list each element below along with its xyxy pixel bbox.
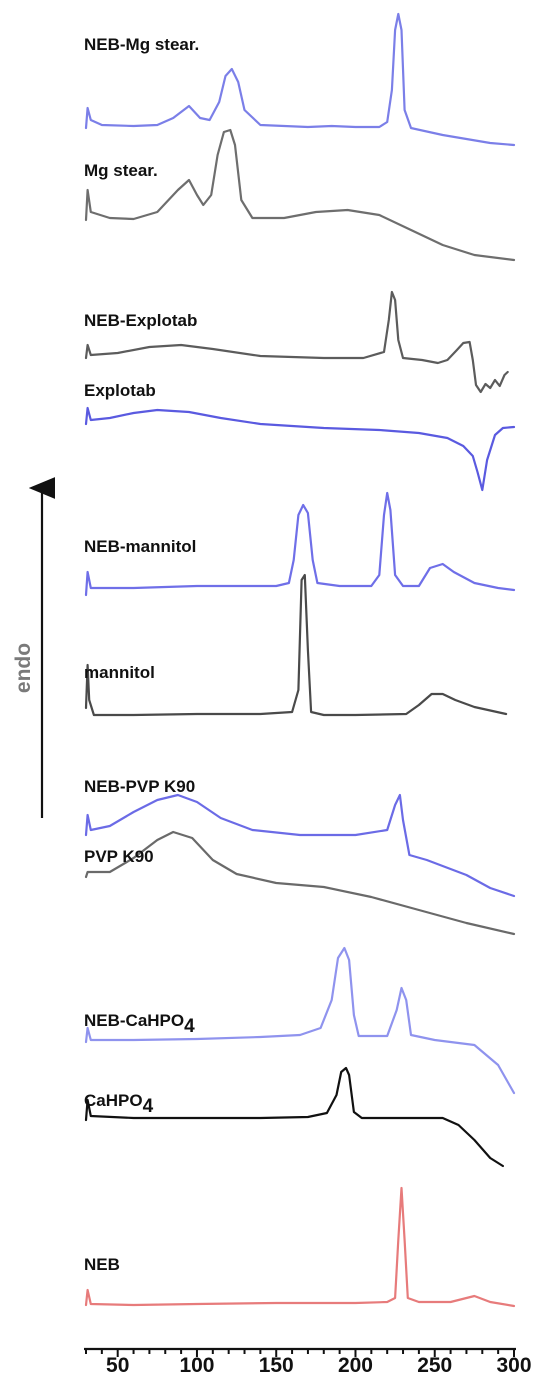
x-tick-label: 150 bbox=[259, 1354, 294, 1377]
x-tick-label: 50 bbox=[106, 1354, 129, 1377]
label-neb-mg-stear: NEB-Mg stear. bbox=[84, 35, 199, 54]
x-tick-label: 200 bbox=[338, 1354, 373, 1377]
curve-mannitol bbox=[84, 573, 508, 717]
label-mannitol: mannitol bbox=[84, 663, 155, 682]
x-tick-label: 100 bbox=[179, 1354, 214, 1377]
label-mg-stear: Mg stear. bbox=[84, 161, 158, 180]
label-cahpo4: CaHPO4 bbox=[84, 1091, 154, 1117]
endo-label: endo bbox=[12, 643, 35, 693]
label-explotab: Explotab bbox=[84, 381, 156, 400]
x-tick-label: 250 bbox=[417, 1354, 452, 1377]
curve-neb-mannitol bbox=[84, 491, 516, 597]
curves-group bbox=[84, 12, 516, 1308]
curve-cahpo4 bbox=[84, 1066, 504, 1168]
curve-pvp-k90 bbox=[84, 830, 516, 936]
label-neb-explotab: NEB-Explotab bbox=[84, 311, 197, 330]
curve-labels-group: NEB-Mg stear. Mg stear. NEB-Explotab Explot… bbox=[84, 35, 199, 1274]
curve-explotab bbox=[84, 406, 516, 492]
curve-neb bbox=[84, 1186, 516, 1308]
label-neb-pvp-k90: NEB-PVP K90 bbox=[84, 777, 195, 796]
curve-neb-cahpo4 bbox=[84, 946, 516, 1095]
curve-neb-mg-stear bbox=[84, 12, 516, 147]
label-neb-cahpo4: NEB-CaHPO4 bbox=[84, 1011, 195, 1037]
label-neb: NEB bbox=[84, 1255, 120, 1274]
curve-neb-explotab bbox=[84, 290, 509, 394]
curve-neb-pvp-k90 bbox=[84, 793, 516, 898]
x-tick-label: 300 bbox=[496, 1354, 531, 1377]
curve-mg-stear bbox=[84, 128, 516, 262]
x-axis: 50 100 150 200 250 300 bbox=[84, 1347, 532, 1377]
label-pvp-k90: PVP K90 bbox=[84, 847, 154, 866]
label-neb-mannitol: NEB-mannitol bbox=[84, 537, 196, 556]
